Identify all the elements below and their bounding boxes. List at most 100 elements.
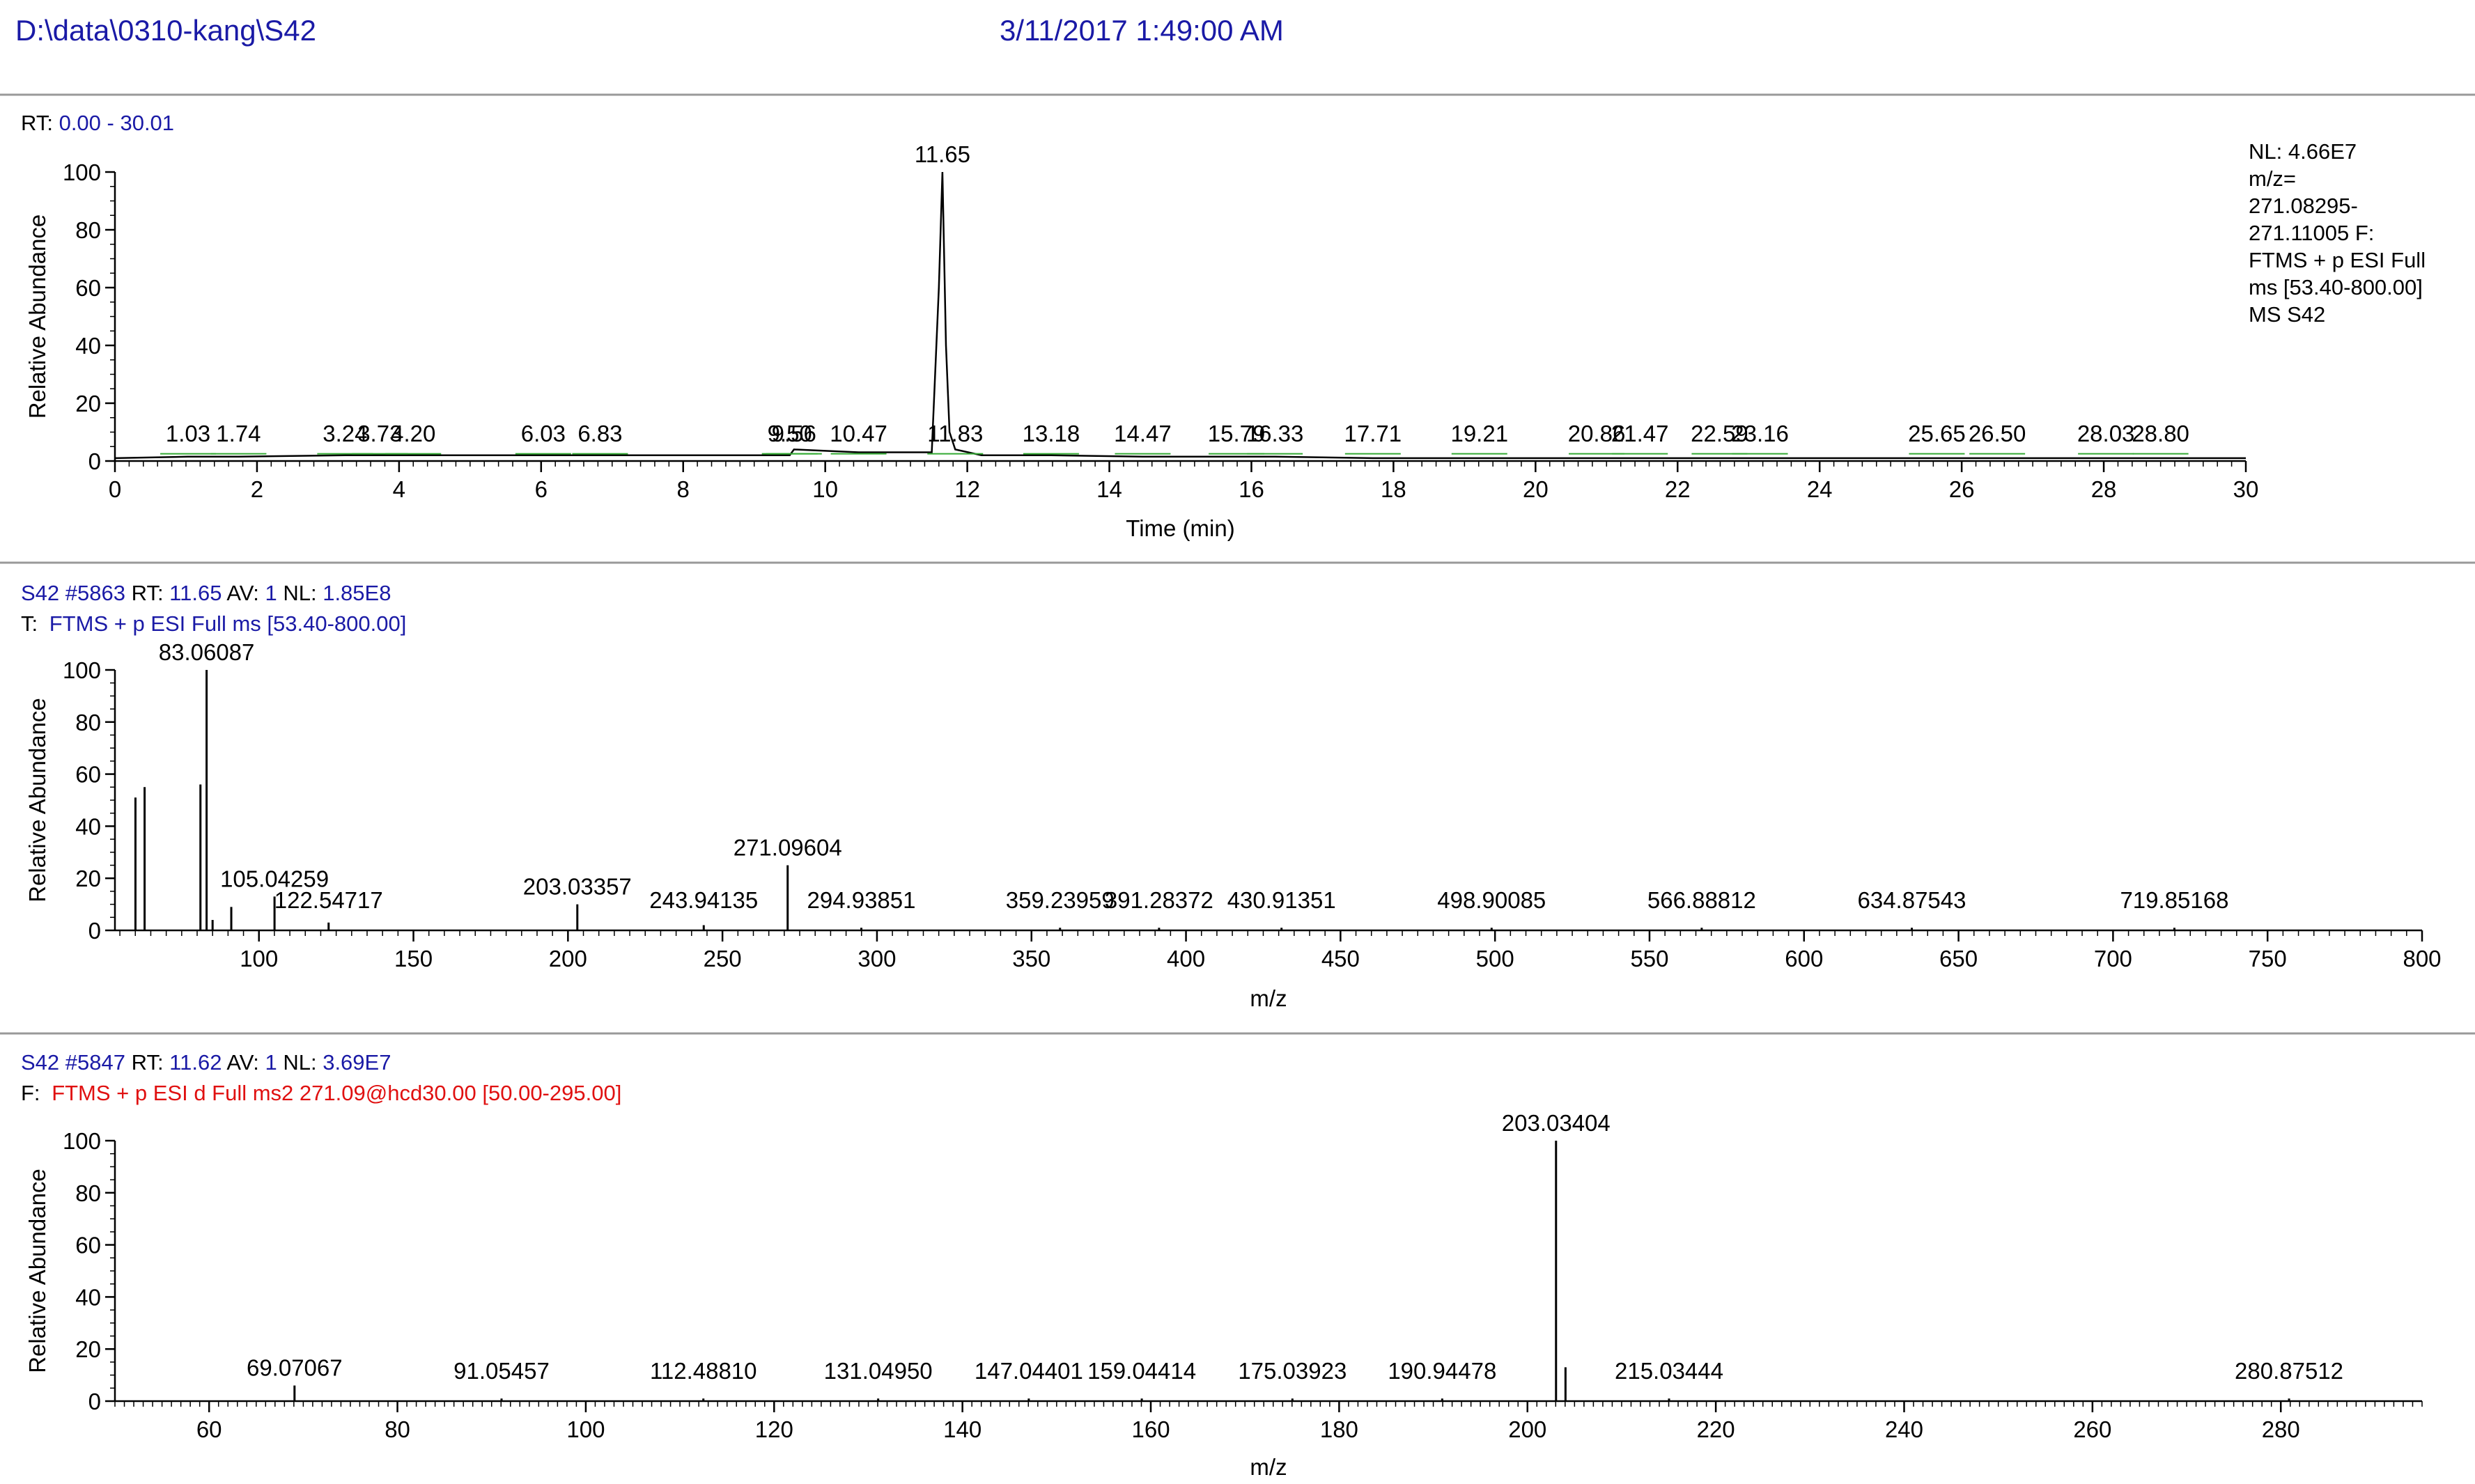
y-axis-title: Relative Abundance <box>24 1169 50 1373</box>
chromatogram-trace <box>114 171 2246 460</box>
x-tick-label: 700 <box>2094 946 2132 971</box>
scan-info-part: RT: <box>125 581 169 605</box>
peak-label: 28.80 <box>2132 421 2189 446</box>
x-tick-label: 300 <box>858 946 896 971</box>
x-tick-label: 280 <box>2262 1416 2300 1442</box>
chrom-note-line: NL: 4.66E7 <box>2249 139 2357 164</box>
x-axis-title: m/z <box>1250 1454 1287 1480</box>
ms2-spectrum-chart: 0 20 40 60 80 100 Relative Abundance 60 80 100 120… <box>24 1110 2423 1480</box>
y-tick-label: 100 <box>63 657 101 683</box>
scan-info-part: AV: <box>222 581 265 605</box>
chrom-note-line: FTMS + p ESI Full <box>2249 248 2426 272</box>
x-tick-label: 26 <box>1949 476 1975 502</box>
x-tick-label: 30 <box>2233 476 2259 502</box>
peak-label: 112.48810 <box>650 1358 757 1384</box>
peak-label: 14.47 <box>1114 421 1172 446</box>
y-axis-title: Relative Abundance <box>24 214 50 419</box>
y-tick-label: 0 <box>88 448 101 474</box>
x-tick-label: 400 <box>1167 946 1205 971</box>
ms1-spectrum-chart: 0 20 40 60 80 100 Relative Abundance 100 150 200 2… <box>24 639 2442 1011</box>
peak-label: 4.20 <box>391 421 435 446</box>
peak-label: 203.03404 <box>1502 1110 1611 1136</box>
peak-label: 105.04259 <box>220 866 329 891</box>
peak-label: 359.23959 <box>1006 887 1115 913</box>
scan-info-part: #5847 <box>65 1050 125 1075</box>
x-tick-label: 240 <box>1885 1416 1923 1442</box>
scan-info-part: 1 <box>265 1050 277 1075</box>
peak-label: 243.94135 <box>649 887 758 913</box>
peak-label: 175.03923 <box>1238 1358 1347 1384</box>
x-tick-label: 10 <box>812 476 838 502</box>
y-tick-label: 40 <box>75 813 101 839</box>
y-tick-label: 80 <box>75 710 101 735</box>
y-tick-label: 20 <box>75 1336 101 1362</box>
peak-label: 6.03 <box>521 421 566 446</box>
peak-label: 159.04414 <box>1087 1358 1196 1384</box>
y-tick-label: 0 <box>88 1389 101 1414</box>
chrom-note-line: m/z= <box>2249 166 2296 191</box>
peak-label: 190.94478 <box>1388 1358 1496 1384</box>
peak-label: 26.50 <box>1969 421 2026 446</box>
peak-label: 430.91351 <box>1227 887 1336 913</box>
peak-label: 25.65 <box>1908 421 1966 446</box>
x-tick-label: 650 <box>1939 946 1978 971</box>
x-tick-label: 16 <box>1239 476 1264 502</box>
x-tick-label: 180 <box>1320 1416 1358 1442</box>
peak-label: 91.05457 <box>453 1358 550 1384</box>
x-tick-label: 220 <box>1697 1416 1735 1442</box>
chrom-rt-range: 0.00 - 30.01 <box>59 111 174 135</box>
peak-label: 19.21 <box>1450 421 1508 446</box>
acquisition-datetime: 3/11/2017 1:49:00 AM <box>1000 14 1284 47</box>
peak-label: 203.03357 <box>523 874 632 900</box>
x-tick-label: 60 <box>196 1416 222 1442</box>
x-tick-label: 0 <box>109 476 121 502</box>
y-tick-label: 60 <box>75 275 101 301</box>
peak-label: 147.04401 <box>975 1358 1083 1384</box>
peak-label: 1.74 <box>216 421 261 446</box>
peak-label: 294.93851 <box>807 887 915 913</box>
peak-label: 11.65 <box>915 141 970 167</box>
x-tick-label: 550 <box>1630 946 1668 971</box>
peak-label: 3.73 <box>357 421 402 446</box>
x-tick-label: 22 <box>1665 476 1691 502</box>
ms1-filter-value: FTMS + p ESI Full ms [53.40-800.00] <box>49 611 407 636</box>
scan-info-part: 11.62 <box>169 1050 222 1075</box>
y-tick-label: 80 <box>75 217 101 243</box>
peak-label: 20.86 <box>1568 421 1626 446</box>
ms1-filter: T: FTMS + p ESI Full ms [53.40-800.00] <box>21 611 406 636</box>
peak-label: 69.07067 <box>247 1355 343 1381</box>
scan-info-part: 3.69E7 <box>323 1050 391 1075</box>
ms2-filter-prefix: F: <box>21 1081 40 1105</box>
y-tick-label: 40 <box>75 333 101 359</box>
x-tick-label: 18 <box>1381 476 1406 502</box>
scan-info-part: RT: <box>125 1050 169 1075</box>
file-path: D:\data\0310-kang\S42 <box>15 14 316 47</box>
x-tick-label: 100 <box>566 1416 605 1442</box>
ms2-filter-value: FTMS + p ESI d Full ms2 271.09@hcd30.00 … <box>52 1081 621 1105</box>
peak-label: 22.59 <box>1691 421 1748 446</box>
x-tick-label: 24 <box>1807 476 1833 502</box>
scan-info-part: NL: <box>277 1050 323 1075</box>
x-tick-label: 250 <box>704 946 742 971</box>
scan-info-part: 11.65 <box>169 581 222 605</box>
ms2-filter: F: FTMS + p ESI d Full ms2 271.09@hcd30.… <box>21 1081 621 1105</box>
x-tick-label: 6 <box>535 476 548 502</box>
peak-label: 391.28372 <box>1105 887 1213 913</box>
x-axis-title: m/z <box>1250 985 1287 1011</box>
x-tick-label: 500 <box>1476 946 1514 971</box>
x-tick-label: 150 <box>394 946 433 971</box>
peak-label: 3.24 <box>323 421 367 446</box>
scan-info-part: NL: <box>277 581 323 605</box>
peak-label: 280.87512 <box>2235 1358 2343 1384</box>
scan-info-part: 1 <box>265 581 277 605</box>
peak-label: 11.83 <box>927 421 983 446</box>
x-tick-label: 350 <box>1012 946 1050 971</box>
peak-label: 9.50 <box>768 421 812 446</box>
scan-info-part: 1.85E8 <box>323 581 391 605</box>
peak-label: 21.47 <box>1611 421 1669 446</box>
y-tick-label: 0 <box>88 918 101 944</box>
x-tick-label: 8 <box>677 476 690 502</box>
